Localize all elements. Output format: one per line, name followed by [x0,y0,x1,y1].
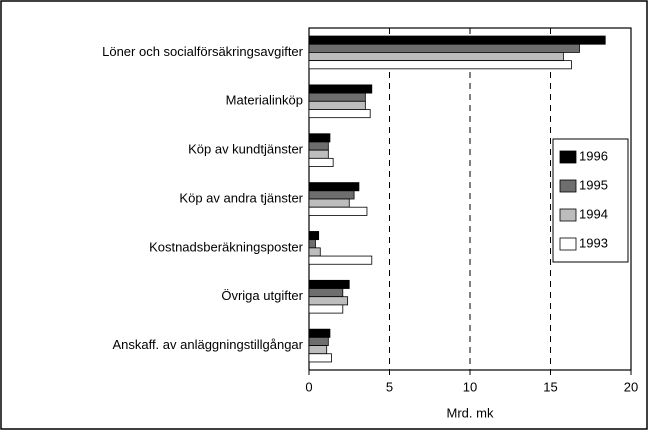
x-tick-label: 15 [543,379,557,394]
legend-label: 1995 [579,177,608,192]
bar [308,182,360,192]
bar [308,157,334,167]
legend-label: 1996 [579,148,608,163]
y-tick-label: Köp av andra tjänster [179,190,303,205]
y-tick-label: Övriga utgifter [221,288,303,303]
bar [308,35,606,45]
bar [308,84,373,94]
y-tick-label: Löner och socialförsäkringsavgifter [102,44,304,59]
legend-swatch [559,237,577,251]
bar [308,100,366,110]
bar [308,288,344,298]
bar [308,296,349,306]
legend-label: 1994 [579,206,608,221]
bar [308,198,350,208]
bar [308,304,344,314]
bar [308,60,572,70]
legend-swatch [559,179,577,193]
bar [308,336,329,346]
bar [308,141,329,151]
y-tick-label: Anskaff. av anläggningstillgångar [112,337,303,352]
bar [308,206,368,216]
bar [308,345,328,355]
bar [308,190,355,200]
bar [308,149,329,159]
bar [308,231,320,241]
bar [308,239,316,249]
legend-label: 1993 [579,235,608,250]
x-tick-label: 20 [624,379,638,394]
bar [308,255,373,265]
y-tick-label: Kostnadsberäkningsposter [149,239,304,254]
bar [308,52,564,62]
y-tick-label: Köp av kundtjänster [188,142,304,157]
bar [308,43,580,53]
x-tick-label: 0 [305,379,312,394]
bar [308,109,371,119]
bar [308,92,366,102]
x-tick-label: 10 [463,379,477,394]
x-axis-label: Mrd. mk [447,405,494,420]
y-tick-label: Materialinköp [226,93,303,108]
bar [308,279,350,289]
legend-swatch [559,150,577,164]
legend-swatch [559,208,577,222]
bar [308,133,331,143]
bar [308,353,332,363]
bar [308,247,321,257]
bar [308,328,331,338]
x-tick-label: 5 [386,379,393,394]
